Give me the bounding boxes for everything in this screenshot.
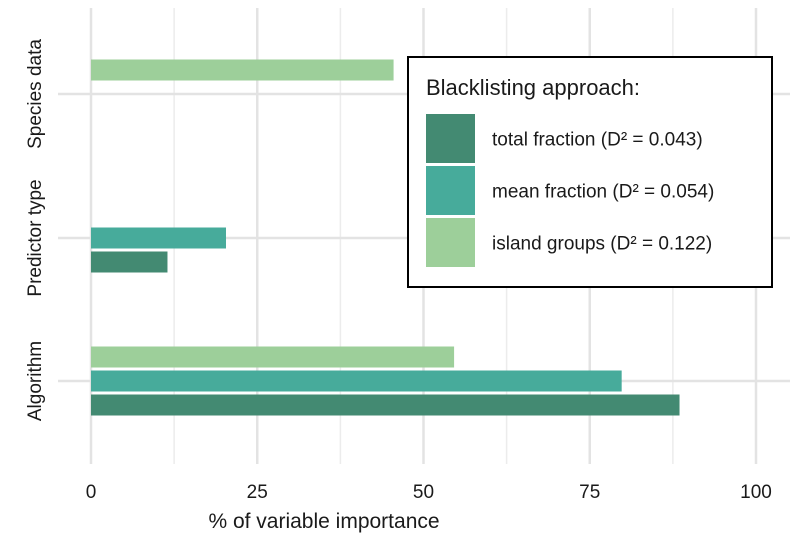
bar [91, 251, 168, 273]
bars [91, 59, 680, 416]
x-tick-label: 25 [247, 482, 268, 503]
x-tick-label: 0 [86, 482, 97, 503]
x-axis-ticks: 0 25 50 75 100 [86, 482, 772, 503]
x-tick-label: 50 [413, 482, 434, 503]
y-axis-ticks: Species data Predictor type Algorithm [25, 39, 46, 421]
y-category-label: Species data [25, 39, 46, 149]
legend-items: total fraction (D² = 0.043) mean fraction… [426, 114, 714, 267]
x-tick-label: 75 [579, 482, 600, 503]
y-category-label: Algorithm [25, 341, 46, 421]
bar [91, 227, 226, 249]
legend-key [426, 166, 475, 215]
legend: Blacklisting approach: total fraction (D… [407, 56, 773, 288]
legend-label: total fraction (D² = 0.043) [492, 130, 703, 151]
x-axis-title: % of variable importance [208, 510, 439, 533]
legend-label: island groups (D² = 0.122) [492, 234, 712, 255]
y-category-label: Predictor type [25, 179, 46, 296]
legend-key [426, 218, 475, 267]
legend-label: mean fraction (D² = 0.054) [492, 182, 714, 203]
bar [91, 370, 622, 392]
bar [91, 59, 394, 81]
x-tick-label: 100 [740, 482, 772, 503]
legend-title: Blacklisting approach: [426, 75, 640, 100]
legend-key [426, 114, 475, 163]
bar [91, 346, 455, 368]
bar [91, 394, 680, 416]
